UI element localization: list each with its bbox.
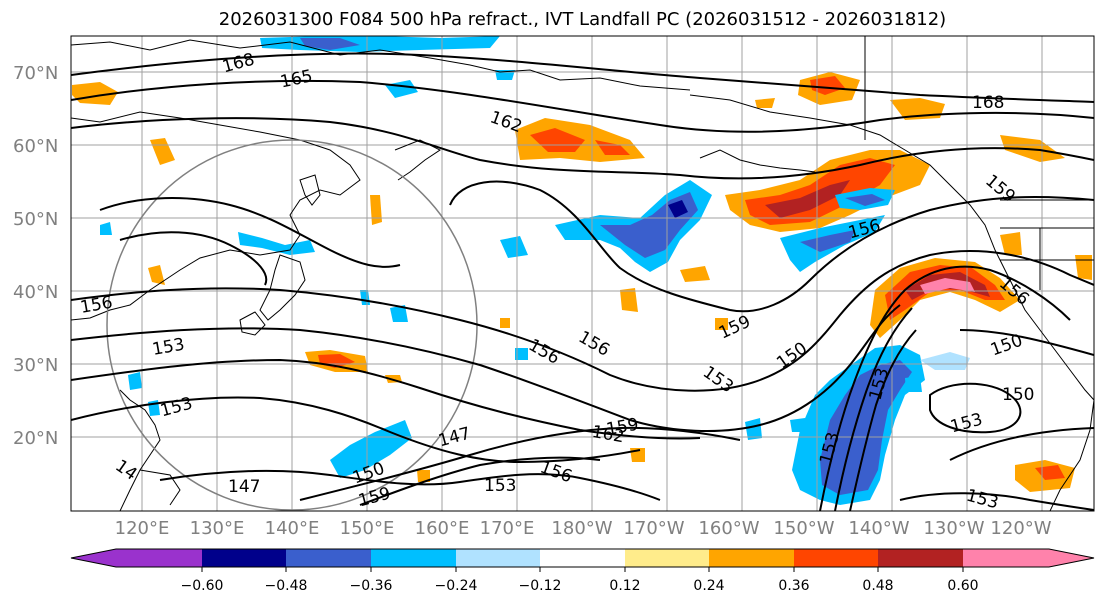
colorbar-segment	[709, 549, 794, 567]
colorbar-segment	[540, 549, 625, 567]
colorbar-extend-low	[71, 549, 116, 567]
colorbar-tick-label: −0.24	[435, 578, 478, 594]
colorbar-segment	[963, 549, 1049, 567]
lat-label: 40°N	[13, 282, 58, 303]
lon-label: 150°E	[340, 518, 395, 539]
lon-labels: 120°E 130°E 140°E 150°E 160°E 170°E 180°…	[115, 518, 1052, 539]
contour-labels: 168 165 162 168 159 156 156 156 159 156 …	[79, 50, 1035, 511]
colorbar-ticks	[201, 567, 964, 572]
lon-label: 130°W	[923, 518, 984, 539]
lon-label: 160°W	[698, 518, 759, 539]
lat-label: 70°N	[13, 63, 58, 84]
lon-label: 120°E	[115, 518, 170, 539]
colorbar-tick-label: 0.12	[609, 578, 640, 594]
colorbar-tick-label: −0.48	[265, 578, 308, 594]
map-frame	[70, 35, 1095, 512]
colorbar-segment	[456, 549, 540, 567]
lon-label: 170°W	[623, 518, 684, 539]
colorbar-segment	[371, 549, 456, 567]
lat-label: 60°N	[13, 136, 58, 157]
contour-label: 150	[1002, 385, 1034, 405]
height-contours	[71, 52, 1094, 511]
colorbar-extend-high	[1049, 549, 1094, 567]
colorbar-segment	[202, 549, 286, 567]
colorbar-segment	[878, 549, 963, 567]
lon-label: 120°W	[990, 518, 1051, 539]
lat-labels: 70°N 60°N 50°N 40°N 30°N 20°N	[13, 63, 58, 449]
colorbar-outline	[70, 548, 1095, 568]
lat-label: 50°N	[13, 209, 58, 230]
colorbar-tick-label: 0.24	[693, 578, 724, 594]
contour-label: 147	[228, 477, 260, 497]
coastlines	[71, 36, 1094, 511]
colorbar-segment	[794, 549, 878, 567]
lon-label: 140°W	[848, 518, 909, 539]
lon-label: 140°E	[265, 518, 320, 539]
lon-label: 160°E	[415, 518, 470, 539]
colorbar-segment	[116, 549, 202, 567]
page-title: 2026031300 F084 500 hPa refract., IVT La…	[218, 9, 947, 30]
map-plot-area: 168 165 162 168 159 156 156 156 159 156 …	[71, 36, 1094, 511]
colorbar-tick-label: 0.48	[862, 578, 893, 594]
colorbar: −0.60 −0.48 −0.36 −0.24 −0.12 0.12 0.24 …	[70, 548, 1095, 594]
lat-label: 30°N	[13, 355, 58, 376]
lon-label: 150°W	[773, 518, 834, 539]
lon-label: 130°E	[190, 518, 245, 539]
colorbar-tick-labels: −0.60 −0.48 −0.36 −0.24 −0.12 0.12 0.24 …	[181, 578, 979, 594]
colorbar-tick-label: −0.60	[181, 578, 224, 594]
colorbar-tick-label: 0.36	[778, 578, 809, 594]
colorbar-tick-label: 0.60	[947, 578, 978, 594]
colorbar-segment	[286, 549, 371, 567]
colorbar-tick-label: −0.36	[350, 578, 393, 594]
colorbar-segment	[625, 549, 709, 567]
lon-label: 180°W	[551, 518, 612, 539]
contour-label: 168	[972, 93, 1004, 113]
lon-label: 170°E	[480, 518, 535, 539]
lat-label: 20°N	[13, 428, 58, 449]
contour-label: 153	[484, 476, 516, 496]
colorbar-tick-label: −0.12	[519, 578, 562, 594]
